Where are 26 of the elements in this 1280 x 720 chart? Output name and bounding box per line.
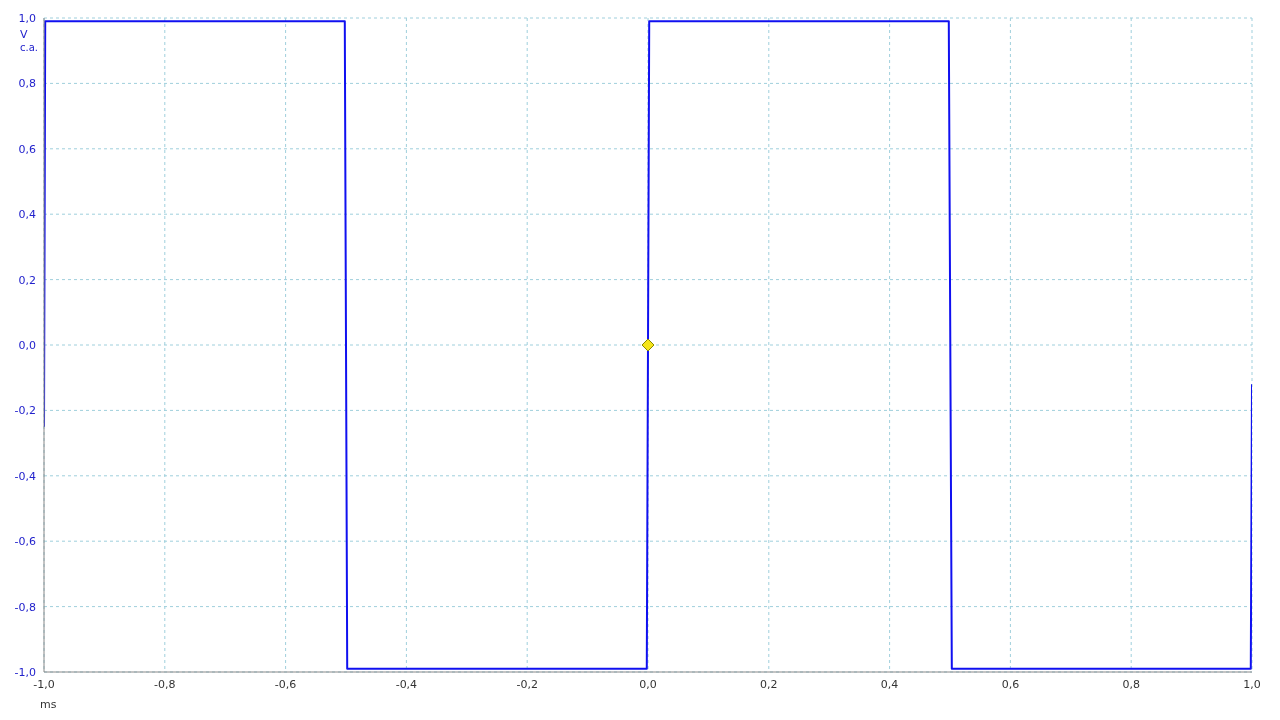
- y-tick-label: 0,8: [18, 77, 36, 91]
- y-tick-label: -0,6: [14, 535, 36, 549]
- y-tick-label: 1,0: [18, 11, 36, 25]
- y-tick-label: 0,2: [18, 273, 36, 287]
- x-tick-label: 0,0: [639, 677, 657, 691]
- y-tick-label: -0,2: [14, 404, 36, 418]
- x-tick-label: -0,6: [274, 677, 297, 691]
- x-tick-label: 0,2: [760, 677, 778, 691]
- x-tick-label: 0,8: [1122, 677, 1140, 691]
- x-tick-label: 0,6: [1001, 677, 1020, 691]
- x-tick-label: 0,4: [880, 677, 899, 691]
- y-tick-label: -0,4: [14, 469, 36, 483]
- y-axis-title: V: [20, 28, 29, 41]
- line-series: [44, 20, 1252, 670]
- x-tick-label: -0,8: [154, 677, 176, 691]
- y-tick-label: 0,0: [18, 338, 36, 352]
- x-tick-label: -0,2: [516, 677, 538, 691]
- x-axis-title: ms: [40, 698, 57, 711]
- x-tick-label: 1,0: [1243, 677, 1261, 691]
- y-tick-label: 0,6: [18, 142, 36, 156]
- x-tick-label: -1,0: [33, 677, 55, 691]
- x-tick-label: -0,4: [395, 677, 418, 691]
- y-tick-label: -1,0: [14, 665, 36, 679]
- text: c.a.: [20, 41, 38, 54]
- y-tick-label: 0,4: [18, 208, 36, 222]
- y-tick-label: -0,8: [14, 600, 36, 614]
